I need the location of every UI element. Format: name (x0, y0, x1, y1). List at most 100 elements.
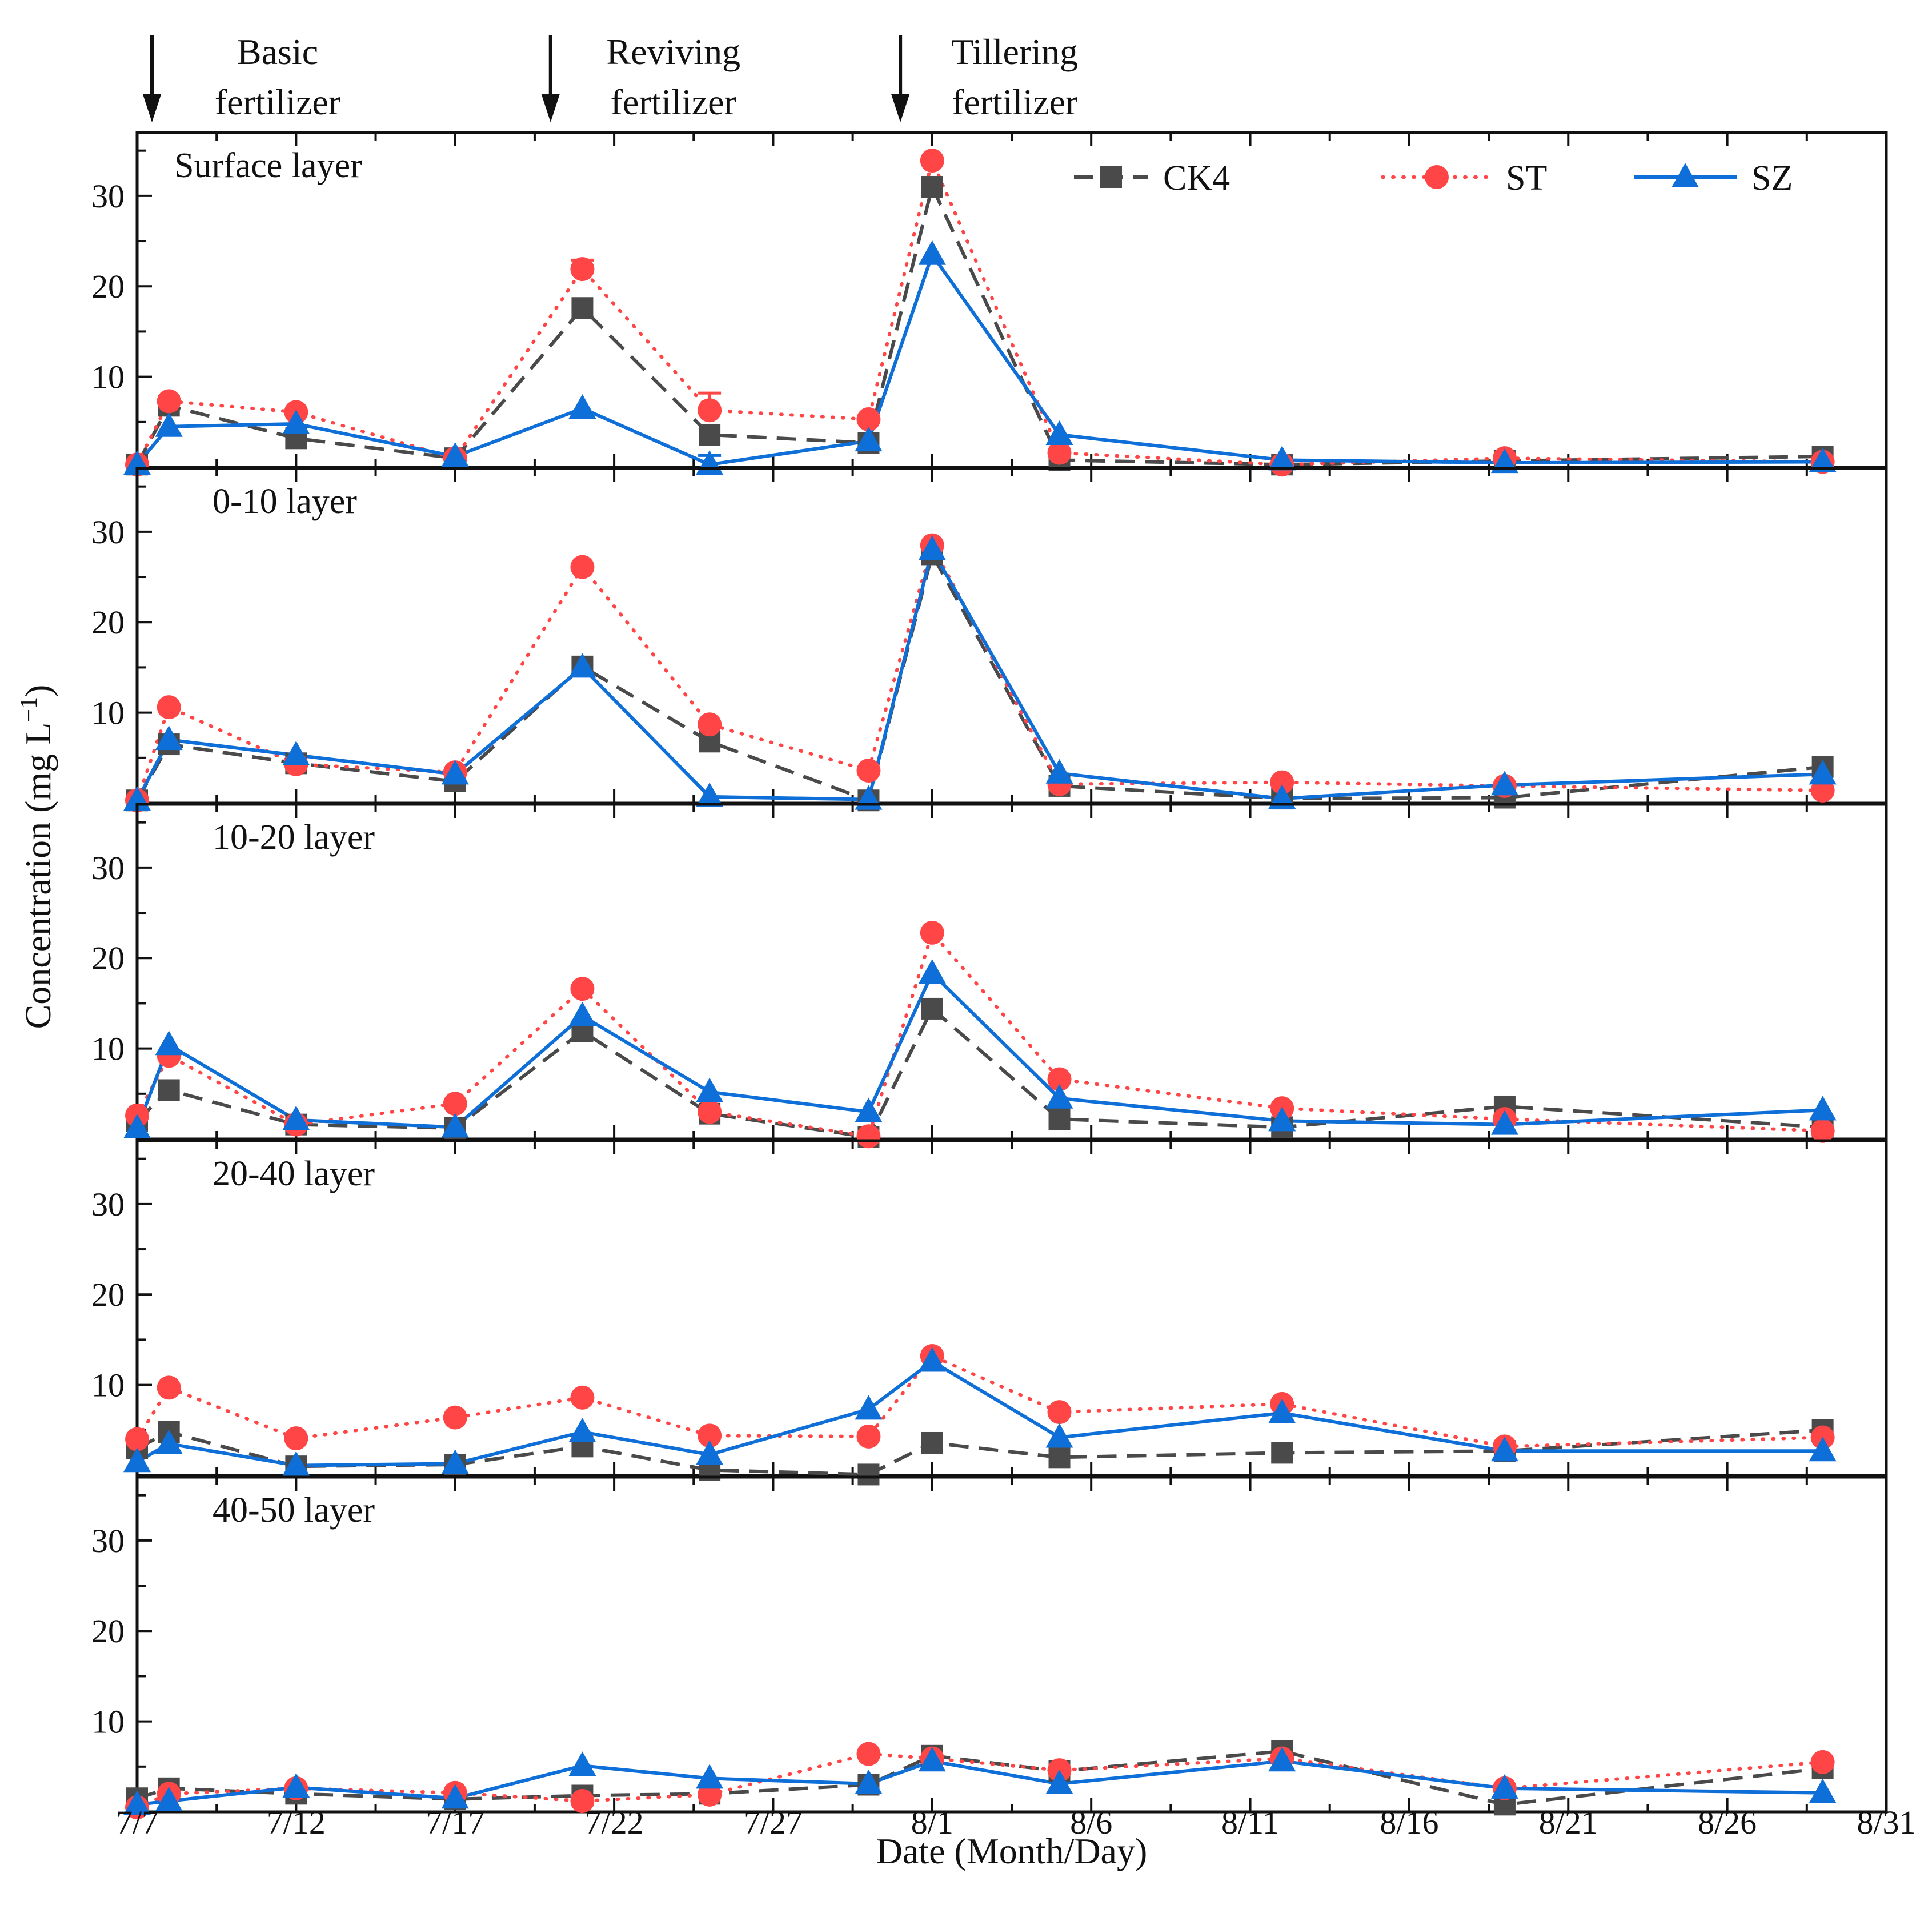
legend-label-ck4: CK4 (1163, 159, 1230, 198)
panel-label: Surface layer (174, 146, 362, 185)
data-point-sz (1809, 447, 1837, 472)
legend-marker-st (1425, 165, 1449, 189)
data-point-sz (855, 1395, 883, 1420)
y-tick-label: 30 (91, 1186, 125, 1223)
x-tick-label: 7/22 (585, 1804, 644, 1841)
data-point-sz (441, 1784, 469, 1809)
legend-marker-ck4 (1100, 166, 1122, 188)
data-point-st (856, 758, 881, 783)
panel-frame (135, 1139, 1888, 1477)
panel-frame (135, 131, 1888, 469)
data-point-st (570, 977, 595, 1001)
data-point-sz (282, 741, 310, 766)
data-point-sz (1809, 1437, 1837, 1462)
y-tick-label: 30 (91, 514, 125, 551)
y-tick-label: 10 (91, 1030, 125, 1068)
data-point-sz (1490, 1774, 1518, 1799)
data-point-sz (282, 409, 310, 434)
panel-2: 10 20 30 10-20 layer (91, 803, 1888, 1149)
annotation-label: fertilizer (215, 82, 340, 122)
data-point-st (570, 257, 595, 282)
panel-4: 10 20 30 40-50 layer (91, 1475, 1888, 1820)
series-line-sz (136, 1359, 1823, 1467)
y-axis-title-text: Concentration (mg L (18, 723, 58, 1029)
legend-label-st: ST (1506, 159, 1547, 198)
data-point-sz (441, 1113, 469, 1138)
data-point-st (698, 398, 722, 423)
legend-marker-sz (1672, 163, 1699, 187)
series-line-st (135, 931, 1825, 1138)
data-point-sz (696, 1764, 724, 1789)
panel-frame (135, 803, 1888, 1141)
panel-label: 40-50 layer (213, 1491, 375, 1530)
x-tick-label: 8/31 (1857, 1804, 1915, 1841)
data-point-sz (696, 1440, 724, 1465)
data-point-sz (282, 1105, 310, 1130)
data-point-sz (155, 1786, 183, 1811)
data-point-sz (918, 959, 946, 984)
data-point-st (570, 555, 595, 579)
data-point-sz (1045, 420, 1073, 445)
x-tick-label: 8/21 (1539, 1804, 1598, 1841)
data-point-sz (1268, 1106, 1296, 1132)
data-point-sz (1490, 1437, 1518, 1462)
data-point-sz (855, 427, 883, 452)
panel-label: 10-20 layer (213, 818, 375, 857)
y-tick-label: 30 (91, 1522, 125, 1559)
x-tick-label: 8/6 (1070, 1804, 1112, 1841)
data-point-sz (918, 1747, 946, 1772)
data-point-sz (568, 1001, 596, 1026)
data-point-sz (855, 1769, 883, 1794)
x-axis-title: Date (Month/Day) (876, 1831, 1148, 1871)
legend-label-sz: SZ (1751, 159, 1793, 198)
y-tick-label: 20 (91, 1276, 125, 1313)
data-point-sz (1809, 1096, 1837, 1121)
data-point-sz (918, 535, 946, 560)
series-line-ck4 (135, 1006, 1823, 1139)
annotation-arrow-head (891, 94, 910, 122)
y-tick-label: 10 (91, 1703, 125, 1740)
x-tick-label: 8/11 (1221, 1804, 1279, 1841)
data-point-st (698, 1423, 722, 1448)
data-point-sz (1490, 771, 1518, 796)
annotation-label: Reviving (606, 31, 740, 72)
series-line-ck4 (135, 185, 1823, 467)
annotation-arrow-head (541, 94, 560, 122)
data-point-ck4 (571, 297, 594, 319)
panel-3: 10 20 30 20-40 layer (91, 1139, 1888, 1486)
series-line-sz (135, 252, 1823, 467)
data-point-sz (282, 1773, 310, 1798)
data-point-ck4 (1048, 1108, 1071, 1130)
data-point-st (698, 1782, 722, 1807)
panel-label: 0-10 layer (213, 482, 357, 521)
data-point-ck4 (1048, 1446, 1071, 1469)
data-point-sz (1045, 759, 1073, 784)
data-point-sz (696, 782, 724, 807)
annotations: Basic fertilizer Reviving fertilizer Tilleri… (143, 31, 1078, 122)
data-point-st (443, 1405, 467, 1430)
data-point-sz (855, 1097, 883, 1122)
data-point-st (1810, 1750, 1835, 1774)
data-point-sz (282, 1451, 310, 1476)
x-tick-label: 7/17 (426, 1804, 484, 1841)
data-point-ck4 (158, 1079, 180, 1101)
data-point-st (856, 1124, 881, 1149)
data-point-sz (123, 1447, 151, 1473)
series-line-st (135, 1354, 1825, 1449)
series-line-st (135, 159, 1825, 467)
series-line-st (135, 543, 1825, 803)
data-point-sz (155, 725, 183, 751)
data-point-ck4 (921, 176, 943, 198)
data-point-sz (1045, 1769, 1073, 1794)
panel-1: 10 20 30 0-10 layer (91, 467, 1888, 813)
data-point-sz (568, 394, 596, 419)
data-point-sz (918, 1347, 946, 1372)
y-tick-label: 20 (91, 604, 125, 641)
data-point-sz (696, 1077, 724, 1102)
x-tick-label: 7/7 (116, 1804, 158, 1841)
data-point-st (1810, 778, 1835, 803)
data-point-st (157, 695, 181, 720)
panel-0: 10 20 30 Surface layer (91, 131, 1888, 477)
y-tick-label: 10 (91, 1367, 125, 1404)
y-tick-label: 30 (91, 849, 125, 887)
